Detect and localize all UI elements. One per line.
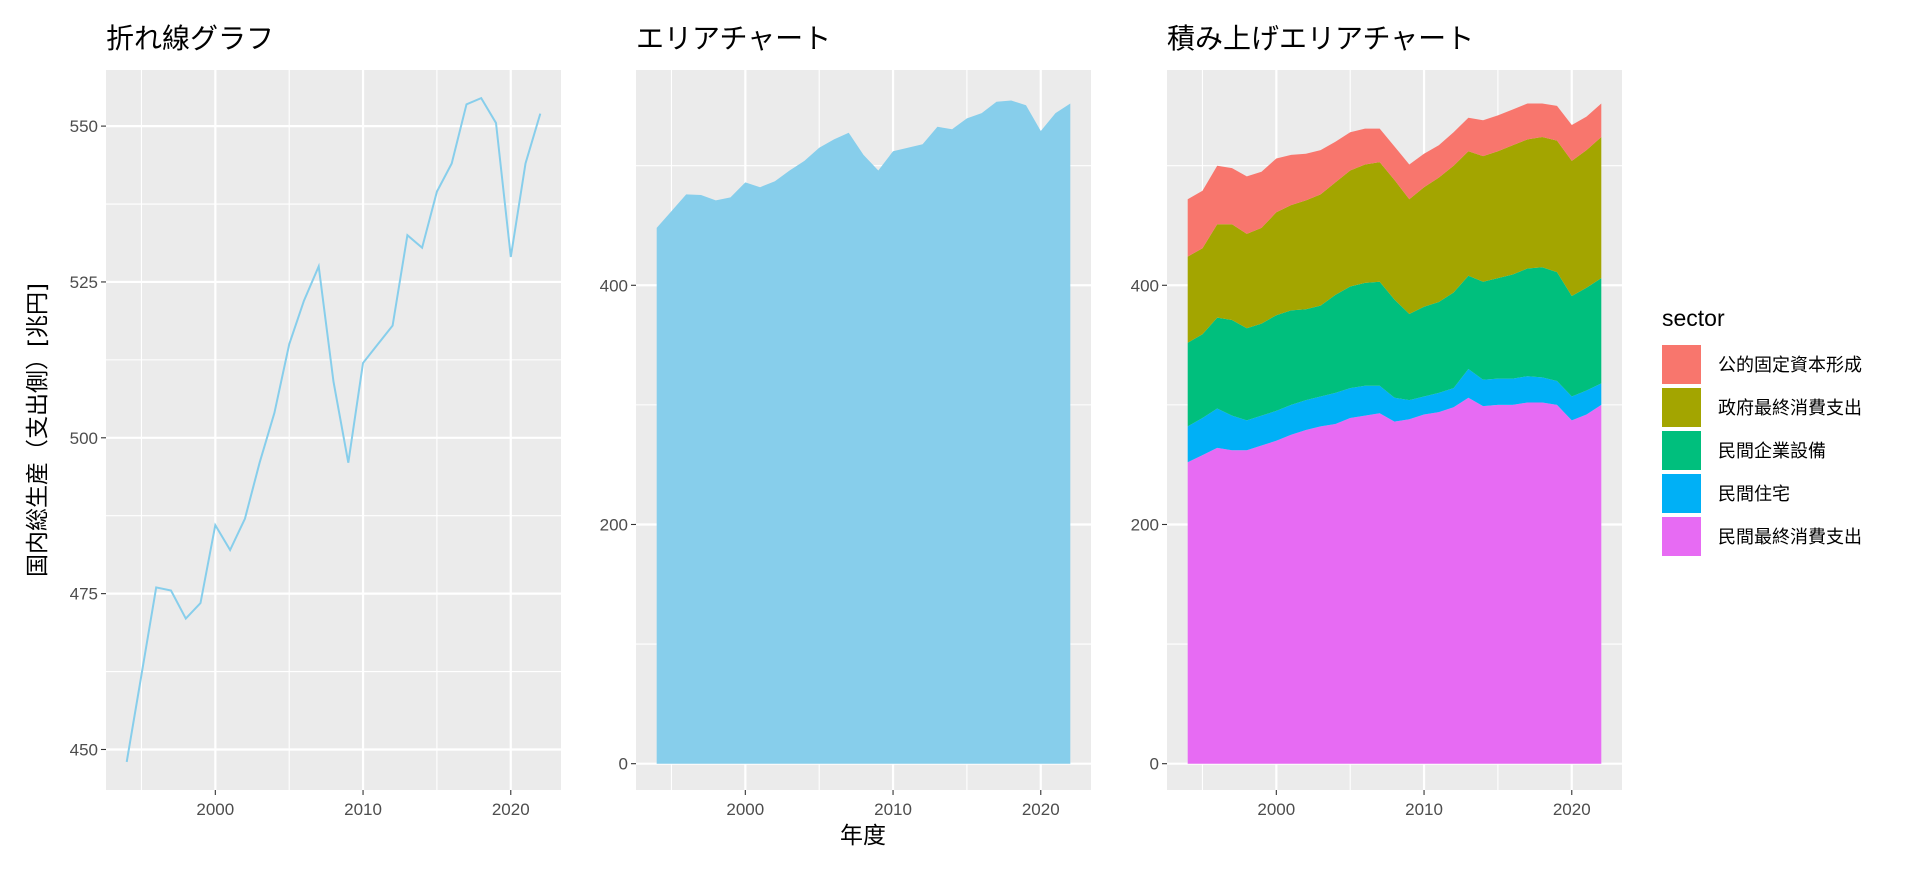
line-chart-title: 折れ線グラフ xyxy=(106,22,274,55)
line-chart-x-ticks: 2000 2010 2020 xyxy=(196,790,530,819)
line-chart-y-axis-label: 国内総生産（支出側）[兆円] xyxy=(25,283,51,577)
legend-label: 民間企業設備 xyxy=(1718,441,1826,462)
area-chart-x-axis-label: 年度 xyxy=(840,823,886,849)
stacked-area-chart-x-tick-label: 2020 xyxy=(1553,800,1591,819)
line-chart-y-ticks: 450 475 500 525 550 xyxy=(70,117,106,759)
stacked-area-chart-y-tick-label: 400 xyxy=(1131,276,1159,295)
legend-swatch xyxy=(1662,388,1701,427)
area-chart-marks xyxy=(656,100,1071,764)
area-series xyxy=(656,100,1071,764)
line-series xyxy=(125,96,542,763)
area-chart-panel: エリアチャート 2000 2010 2020 0 200 400 年度 xyxy=(600,22,1091,849)
area-chart-x-tick-label: 2000 xyxy=(726,800,764,819)
area-chart-y-tick-label: 400 xyxy=(600,276,628,295)
stacked-area-series-0 xyxy=(1187,397,1602,764)
legend-label: 政府最終消費支出 xyxy=(1718,398,1862,419)
legend-swatch xyxy=(1662,345,1701,384)
legend-label: 民間最終消費支出 xyxy=(1718,527,1862,548)
legend-label: 民間住宅 xyxy=(1718,484,1790,505)
area-chart-x-ticks: 2000 2010 2020 xyxy=(726,790,1060,819)
line-chart-x-tick-label: 2020 xyxy=(492,800,530,819)
line-chart-y-tick-label: 550 xyxy=(70,117,98,136)
area-chart-title: エリアチャート xyxy=(636,22,831,55)
stacked-area-series-3 xyxy=(1187,137,1602,343)
stacked-area-chart-y-tick-label: 0 xyxy=(1150,755,1159,774)
stacked-area-chart-x-tick-label: 2000 xyxy=(1257,800,1295,819)
legend-swatch xyxy=(1662,517,1701,556)
line-chart-y-tick-label: 500 xyxy=(70,429,98,448)
line-chart-panel: 折れ線グラフ 2000 2010 2020 450 475 500 525 550 国内総生… xyxy=(25,22,561,819)
area-chart-y-ticks: 0 200 400 xyxy=(600,276,636,774)
area-chart-y-tick-label: 200 xyxy=(600,515,628,534)
area-chart-y-tick-label: 0 xyxy=(619,755,628,774)
line-chart-y-tick-label: 525 xyxy=(70,273,98,292)
stacked-area-series-2 xyxy=(1187,267,1602,427)
stacked-area-chart-x-tick-label: 2010 xyxy=(1405,800,1443,819)
stacked-area-chart-y-ticks: 0 200 400 xyxy=(1131,276,1167,774)
line-chart-x-tick-label: 2000 xyxy=(196,800,234,819)
line-chart-x-tick-label: 2010 xyxy=(344,800,382,819)
stacked-area-chart-title: 積み上げエリアチャート xyxy=(1167,22,1474,55)
stacked-area-series-4 xyxy=(1187,103,1602,257)
stacked-area-chart-x-ticks: 2000 2010 2020 xyxy=(1257,790,1591,819)
stacked-area-series-1 xyxy=(1187,369,1602,463)
stacked-area-chart-marks xyxy=(1187,103,1602,764)
legend-label: 公的固定資本形成 xyxy=(1718,355,1862,376)
legend-title: sector xyxy=(1662,305,1725,331)
legend-swatch xyxy=(1662,474,1701,513)
line-chart-plot-background xyxy=(106,70,561,790)
line-chart-y-tick-label: 475 xyxy=(70,585,98,604)
stacked-area-chart-panel: 積み上げエリアチャート 2000 2010 2020 0 200 400 xyxy=(1131,22,1622,819)
legend-swatch xyxy=(1662,431,1701,470)
stacked-area-chart-y-tick-label: 200 xyxy=(1131,515,1159,534)
area-chart-x-tick-label: 2010 xyxy=(874,800,912,819)
line-chart-y-tick-label: 450 xyxy=(70,740,98,759)
legend: sector 公的固定資本形成政府最終消費支出民間企業設備民間住宅民間最終消費支… xyxy=(1662,305,1862,556)
area-chart-x-tick-label: 2020 xyxy=(1022,800,1060,819)
line-chart-marks xyxy=(125,96,542,763)
